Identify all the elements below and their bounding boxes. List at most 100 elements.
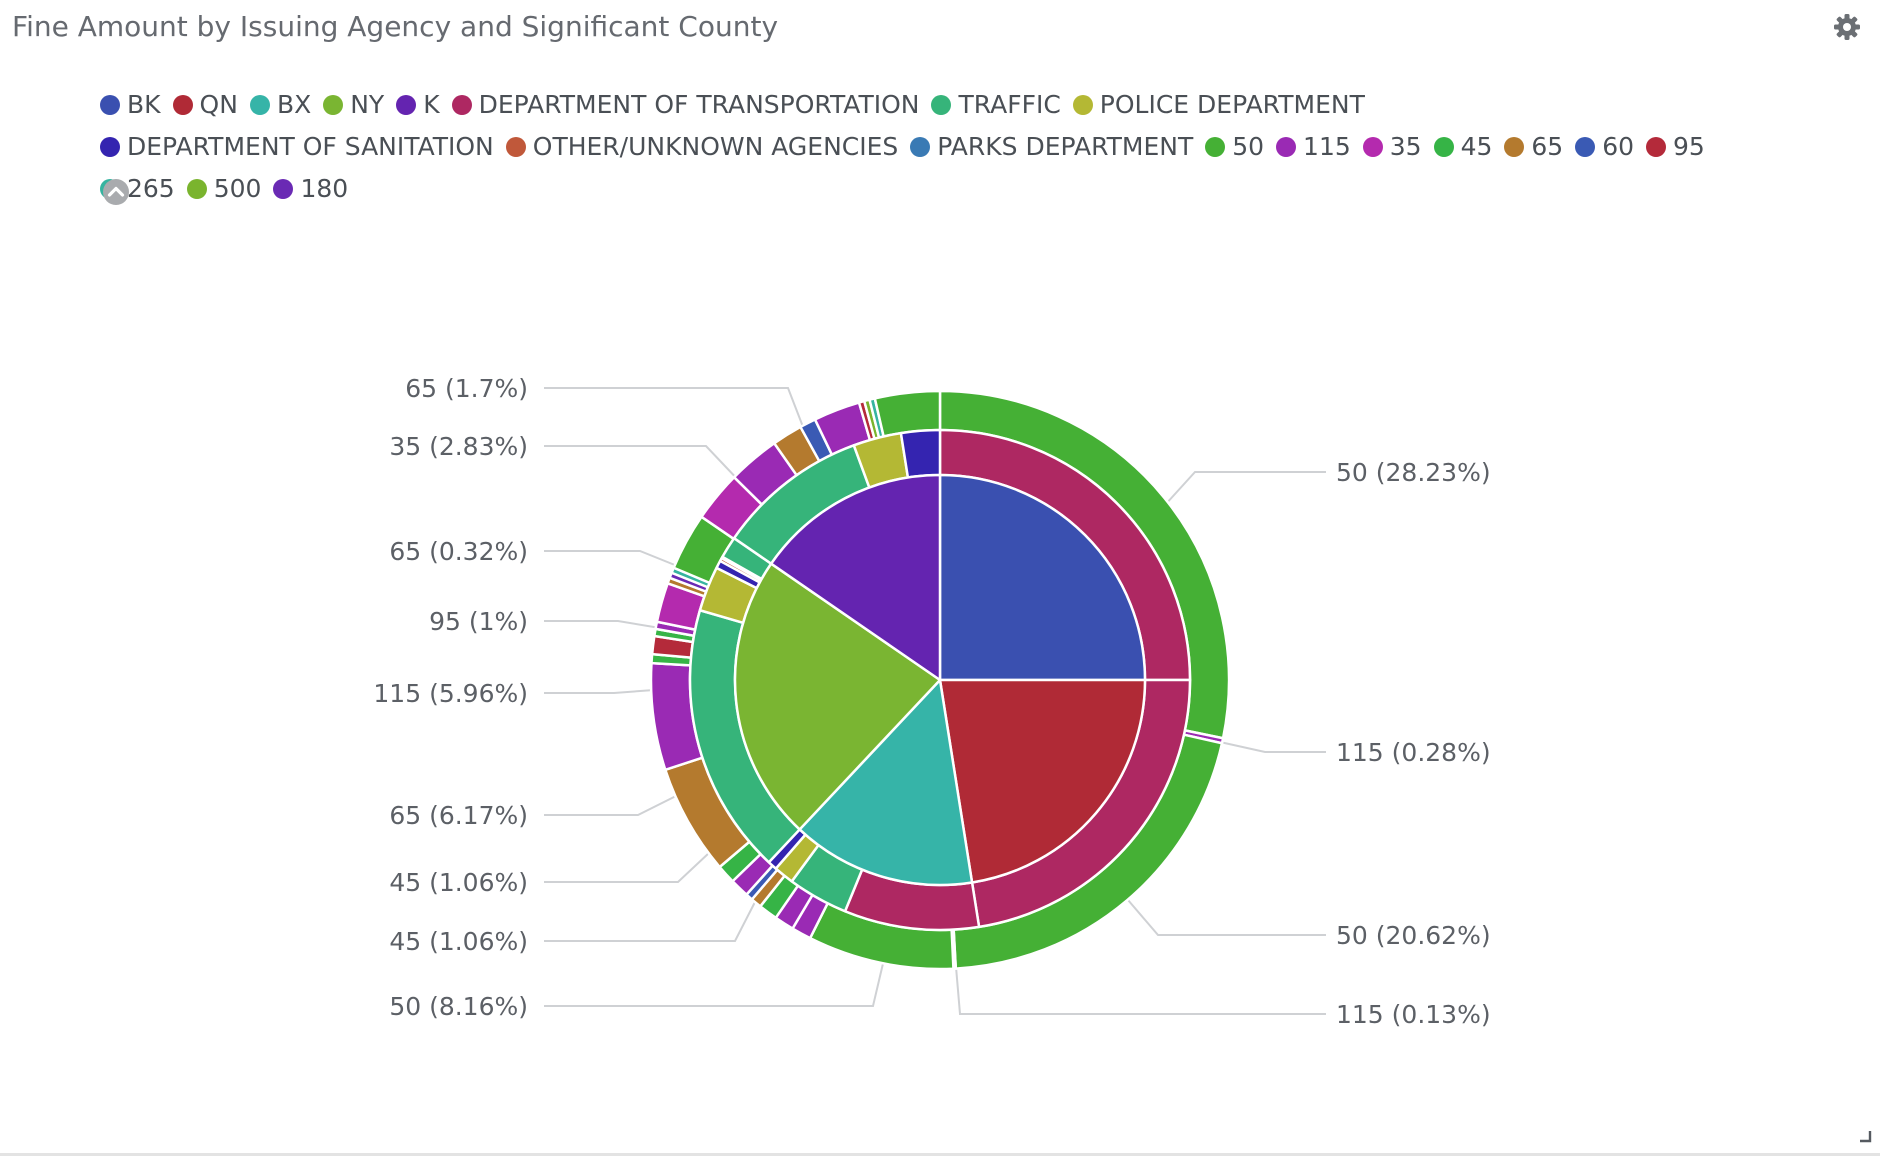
legend-item[interactable]: 60 bbox=[1575, 126, 1634, 168]
legend-item[interactable]: 65 bbox=[1504, 126, 1563, 168]
legend-item[interactable]: DEPARTMENT OF SANITATION bbox=[100, 126, 494, 168]
slice-data-label: 115 (0.28%) bbox=[1336, 738, 1491, 767]
legend-marker bbox=[1575, 137, 1596, 157]
legend-label: 45 bbox=[1460, 132, 1493, 161]
resize-corner-icon[interactable] bbox=[1858, 1128, 1872, 1143]
label-leader-line bbox=[544, 689, 655, 694]
label-leader-line bbox=[544, 387, 806, 433]
legend-marker bbox=[505, 137, 526, 157]
legend-item[interactable]: BK bbox=[100, 84, 161, 126]
legend-label: 115 bbox=[1303, 132, 1351, 161]
slice-data-label: 65 (1.7%) bbox=[405, 374, 528, 403]
county-slice[interactable] bbox=[733, 562, 942, 831]
county-slice[interactable] bbox=[798, 678, 974, 887]
legend-marker bbox=[1362, 137, 1383, 157]
label-layer: 50 (28.23%) 115 (0.28%) 50 (20.62%) 115 (0.… bbox=[373, 374, 1490, 1029]
legend-marker bbox=[1646, 137, 1667, 157]
slice-data-label: 65 (6.17%) bbox=[389, 801, 528, 830]
legend-item[interactable]: 500 bbox=[186, 168, 262, 210]
county-slice[interactable] bbox=[769, 473, 942, 682]
legend-item[interactable]: 45 bbox=[1433, 126, 1493, 168]
legend-marker bbox=[323, 95, 344, 115]
legend-item[interactable]: QN bbox=[172, 84, 238, 126]
legend-label: 95 bbox=[1673, 132, 1705, 161]
label-leader-line bbox=[954, 954, 1326, 1015]
legend-item[interactable]: K bbox=[396, 84, 440, 126]
label-leader-line bbox=[544, 445, 743, 485]
legend-marker bbox=[1433, 137, 1454, 157]
county-ring bbox=[733, 473, 1147, 887]
legend-item[interactable]: OTHER/UNKNOWN AGENCIES bbox=[505, 126, 899, 168]
legend-marker bbox=[249, 95, 270, 115]
slice-data-label: 50 (28.23%) bbox=[1336, 458, 1491, 487]
slice-data-label: 35 (2.83%) bbox=[389, 432, 528, 461]
legend-label: 50 bbox=[1232, 132, 1265, 161]
slice-data-label: 50 (20.62%) bbox=[1336, 921, 1491, 950]
county-slice[interactable] bbox=[938, 473, 1147, 682]
label-leader-line bbox=[544, 901, 756, 942]
legend-marker bbox=[1276, 137, 1297, 157]
legend-label: DEPARTMENT OF SANITATION bbox=[127, 132, 494, 161]
chevron-up-circle-icon[interactable] bbox=[101, 177, 131, 207]
slice-data-label: 65 (0.32%) bbox=[389, 537, 528, 566]
legend-marker bbox=[100, 95, 120, 115]
gear-icon[interactable] bbox=[1832, 12, 1862, 42]
legend-item[interactable]: POLICE DEPARTMENT bbox=[1072, 84, 1365, 126]
label-leader-line bbox=[544, 795, 677, 816]
legend-item[interactable]: PARKS DEPARTMENT bbox=[910, 126, 1193, 168]
legend-label: TRAFFIC bbox=[958, 90, 1061, 119]
label-leader-line bbox=[544, 851, 711, 883]
legend-label: PARKS DEPARTMENT bbox=[937, 132, 1194, 161]
legend-label: OTHER/UNKNOWN AGENCIES bbox=[532, 132, 899, 161]
chart-legend: BK QN BX NY K DEPARTMENT OF TRANSPORTATION TRA… bbox=[100, 84, 1720, 210]
legend-marker bbox=[1504, 137, 1525, 157]
agency-slice[interactable] bbox=[899, 428, 942, 479]
slice-data-label: 115 (0.13%) bbox=[1336, 1000, 1491, 1029]
legend-item[interactable]: DEPARTMENT OF TRANSPORTATION bbox=[451, 84, 920, 126]
legend-marker bbox=[273, 179, 294, 199]
legend-item[interactable]: NY bbox=[323, 84, 384, 126]
legend-item[interactable]: TRAFFIC bbox=[931, 84, 1061, 126]
legend-label: 500 bbox=[213, 174, 262, 203]
label-leader-line bbox=[1219, 741, 1326, 753]
slice-data-label: 50 (8.16%) bbox=[389, 992, 528, 1021]
legend-marker bbox=[172, 95, 193, 115]
label-leader-line bbox=[1127, 899, 1326, 936]
slice-data-label: 45 (1.06%) bbox=[389, 927, 528, 956]
legend-item[interactable]: 50 bbox=[1205, 126, 1264, 168]
legend-label: 265 bbox=[127, 174, 175, 203]
label-leader-line bbox=[544, 620, 661, 629]
legend-marker bbox=[931, 95, 952, 115]
legend-label: NY bbox=[350, 90, 385, 119]
legend-label: 35 bbox=[1389, 132, 1422, 161]
legend-marker bbox=[910, 137, 931, 157]
legend-marker bbox=[396, 95, 417, 115]
legend-item[interactable]: 35 bbox=[1362, 126, 1422, 168]
legend-marker bbox=[100, 137, 120, 157]
label-leader-line bbox=[544, 954, 886, 1007]
legend-label: DEPARTMENT OF TRANSPORTATION bbox=[478, 90, 920, 119]
slice-data-label: 95 (1%) bbox=[429, 607, 528, 636]
legend-item[interactable]: 115 bbox=[1276, 126, 1351, 168]
legend-marker bbox=[1205, 137, 1226, 157]
slice-data-label: 115 (5.96%) bbox=[373, 679, 528, 708]
slice-data-label: 45 (1.06%) bbox=[389, 868, 528, 897]
legend-label: 60 bbox=[1602, 132, 1635, 161]
legend-label: POLICE DEPARTMENT bbox=[1099, 90, 1365, 119]
panel-title: Fine Amount by Issuing Agency and Signif… bbox=[12, 10, 779, 43]
label-leader-line bbox=[1164, 471, 1326, 506]
county-slice[interactable] bbox=[938, 678, 1147, 884]
legend-marker bbox=[451, 95, 472, 115]
legend-label: BK bbox=[127, 90, 161, 119]
legend-label: K bbox=[423, 90, 440, 119]
panel-bottom-border bbox=[0, 1153, 1880, 1156]
legend-marker bbox=[186, 179, 207, 199]
legend-label: BX bbox=[276, 90, 312, 119]
legend-item[interactable]: 95 bbox=[1646, 126, 1705, 168]
legend-marker bbox=[1072, 95, 1093, 115]
legend-item[interactable]: 180 bbox=[273, 168, 348, 210]
legend-label: 65 bbox=[1531, 132, 1564, 161]
legend-label: 180 bbox=[300, 174, 349, 203]
legend-item[interactable]: BX bbox=[249, 84, 312, 126]
